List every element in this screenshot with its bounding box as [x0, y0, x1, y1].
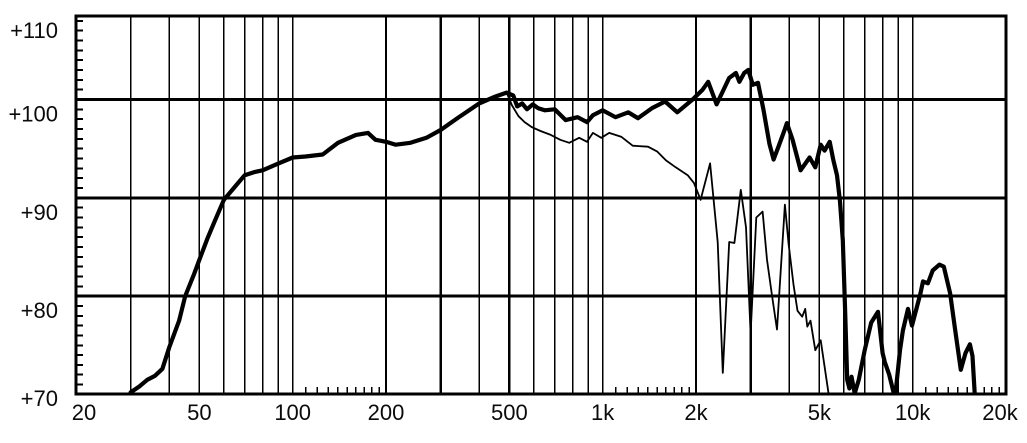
x-tick-label: 5k [808, 400, 832, 425]
x-tick-label: 20 [72, 400, 96, 425]
y-tick-label: +100 [8, 102, 58, 127]
y-tick-label: +70 [21, 386, 58, 411]
y-tick-label: +80 [21, 298, 58, 323]
x-axis-labels: 20 50 100 200 500 1k 2k 5k 10k 20k [72, 400, 1019, 425]
grid-horizontal [76, 98, 1006, 298]
x-tick-label: 1k [591, 400, 615, 425]
y-axis-labels: +110 +100 +90 +80 +70 [8, 18, 58, 411]
x-tick-label: 20k [982, 400, 1018, 425]
grid-vertical [129, 16, 914, 394]
thin-curve [505, 91, 830, 396]
y-tick-label: +110 [10, 18, 58, 43]
x-tick-label: 10k [895, 400, 931, 425]
x-tick-label: 200 [368, 400, 405, 425]
thick-curve [128, 67, 977, 396]
x-tick-label: 50 [187, 400, 211, 425]
x-tick-label: 100 [274, 400, 311, 425]
plot-border [74, 14, 1008, 396]
curve-thick [128, 67, 977, 396]
curve-thin [505, 91, 830, 396]
x-tick-label: 500 [491, 400, 528, 425]
x-tick-label: 2k [684, 400, 708, 425]
y-tick-label: +90 [21, 200, 58, 225]
